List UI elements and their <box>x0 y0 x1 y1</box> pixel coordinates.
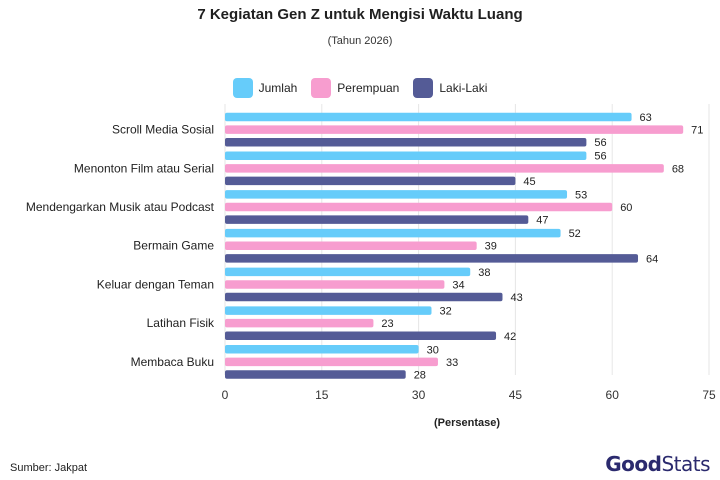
bar-laki-laki-scroll-media-sosial <box>225 137 587 147</box>
data-label-perempuan-keluar-dengan-teman: 34 <box>452 279 464 291</box>
chart-legend: Jumlah Perempuan Laki-Laki <box>0 78 720 98</box>
data-label-jumlah-mendengarkan-musik-atau-podcast: 53 <box>575 189 587 201</box>
data-label-jumlah-latihan-fisik: 32 <box>440 306 452 318</box>
data-label-laki-laki-mendengarkan-musik-atau-podcast: 47 <box>536 215 548 227</box>
data-label-perempuan-menonton-film-atau-serial: 68 <box>672 163 684 175</box>
data-label-jumlah-keluar-dengan-teman: 38 <box>478 267 490 279</box>
brand-logo-good: Good <box>605 452 662 476</box>
category-label-bermain-game: Bermain Game <box>133 239 214 253</box>
x-tick-label-15: 15 <box>315 388 329 402</box>
x-tick-label-75: 75 <box>702 388 716 402</box>
x-axis-title: (Persentase) <box>434 417 500 429</box>
source-note: Sumber: Jakpat <box>10 462 88 474</box>
bar-perempuan-menonton-film-atau-serial <box>225 164 664 173</box>
legend-label-perempuan: Perempuan <box>337 81 400 95</box>
legend-swatch-jumlah <box>232 78 253 98</box>
data-label-laki-laki-scroll-media-sosial: 56 <box>594 137 606 149</box>
bar-laki-laki-latihan-fisik <box>225 331 497 341</box>
bar-laki-laki-mendengarkan-musik-atau-podcast <box>225 215 529 224</box>
legend-label-jumlah: Jumlah <box>258 81 298 95</box>
bar-jumlah-scroll-media-sosial <box>225 112 632 122</box>
data-label-laki-laki-menonton-film-atau-serial: 45 <box>523 176 535 188</box>
data-label-jumlah-menonton-film-atau-serial: 56 <box>594 151 606 163</box>
category-label-latihan-fisik: Latihan Fisik <box>147 316 215 330</box>
bar-jumlah-bermain-game <box>225 228 561 238</box>
bar-jumlah-membaca-buku <box>225 345 419 354</box>
chart-subtitle: (Tahun 2026) <box>327 35 393 47</box>
legend-swatch-laki-laki <box>413 78 434 98</box>
bar-perempuan-keluar-dengan-teman <box>225 280 445 289</box>
data-label-laki-laki-bermain-game: 64 <box>646 253 658 265</box>
bar-jumlah-latihan-fisik <box>225 306 432 315</box>
bar-jumlah-menonton-film-atau-serial <box>225 151 587 160</box>
bar-laki-laki-membaca-buku <box>225 370 406 379</box>
data-label-perempuan-bermain-game: 39 <box>485 241 497 253</box>
bar-jumlah-mendengarkan-musik-atau-podcast <box>225 190 568 199</box>
x-tick-label-45: 45 <box>509 388 523 402</box>
chart-title: 7 Kegiatan Gen Z untuk Mengisi Waktu Lua… <box>197 6 523 23</box>
bar-laki-laki-menonton-film-atau-serial <box>225 176 516 186</box>
x-tick-label-30: 30 <box>412 388 426 402</box>
legend-item-jumlah: Jumlah <box>232 78 298 98</box>
bar-perempuan-scroll-media-sosial <box>225 125 684 134</box>
bar-jumlah-keluar-dengan-teman <box>225 267 471 277</box>
data-label-perempuan-scroll-media-sosial: 71 <box>691 125 703 137</box>
legend-item-laki-laki: Laki-Laki <box>413 78 487 98</box>
data-label-jumlah-membaca-buku: 30 <box>427 344 439 356</box>
data-label-laki-laki-latihan-fisik: 42 <box>504 331 516 343</box>
data-label-laki-laki-membaca-buku: 28 <box>414 369 426 381</box>
data-label-jumlah-scroll-media-sosial: 63 <box>640 112 652 124</box>
brand-logo-stats: Stats <box>661 452 710 476</box>
legend-swatch-perempuan <box>311 78 332 98</box>
category-label-scroll-media-sosial: Scroll Media Sosial <box>112 123 214 137</box>
x-tick-label-60: 60 <box>606 388 620 402</box>
category-label-menonton-film-atau-serial: Menonton Film atau Serial <box>74 161 214 175</box>
bar-perempuan-membaca-buku <box>225 357 438 367</box>
bar-perempuan-mendengarkan-musik-atau-podcast <box>225 202 613 212</box>
brand-logo: GoodStats <box>605 452 710 476</box>
legend-item-perempuan: Perempuan <box>311 78 399 98</box>
bar-perempuan-latihan-fisik <box>225 318 374 328</box>
category-label-keluar-dengan-teman: Keluar dengan Teman <box>97 277 214 291</box>
legend-label-laki-laki: Laki-Laki <box>439 81 488 95</box>
data-label-perempuan-mendengarkan-musik-atau-podcast: 60 <box>620 202 632 214</box>
bar-perempuan-bermain-game <box>225 241 477 250</box>
bar-laki-laki-keluar-dengan-teman <box>225 292 503 302</box>
category-label-mendengarkan-musik-atau-podcast: Mendengarkan Musik atau Podcast <box>26 200 215 214</box>
bar-laki-laki-bermain-game <box>225 254 639 263</box>
category-label-membaca-buku: Membaca Buku <box>131 355 214 369</box>
data-label-jumlah-bermain-game: 52 <box>569 228 581 240</box>
data-label-laki-laki-keluar-dengan-teman: 43 <box>510 292 522 304</box>
data-label-perempuan-latihan-fisik: 23 <box>381 318 393 330</box>
x-tick-label-0: 0 <box>222 388 229 402</box>
data-label-perempuan-membaca-buku: 33 <box>446 357 458 369</box>
